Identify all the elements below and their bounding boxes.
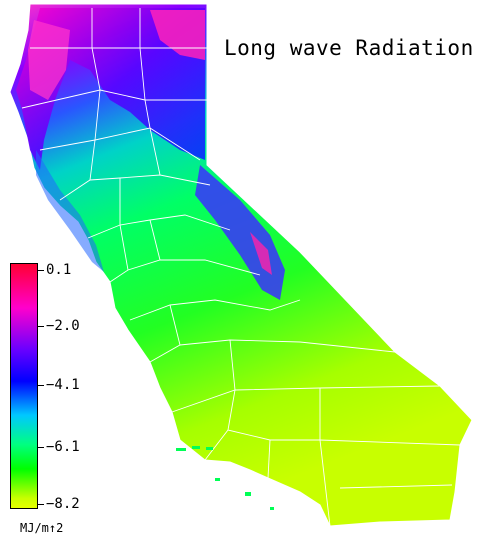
legend-label-max: 0.1: [46, 262, 72, 278]
legend-tick: [38, 270, 44, 271]
channel-islands: [176, 446, 274, 510]
coast-peak-region: [28, 20, 70, 100]
legend-tick: [38, 385, 44, 386]
color-legend-bar: [10, 263, 38, 509]
legend-label: −4.1: [46, 377, 80, 393]
legend-label: −2.0: [46, 318, 80, 334]
legend-tick: [38, 447, 44, 448]
map-title: Long wave Radiation: [224, 36, 474, 60]
legend-label: −6.1: [46, 439, 80, 455]
legend-tick: [38, 326, 44, 327]
legend-unit: MJ/m↑2: [20, 521, 64, 535]
legend-label-min: −8.2: [46, 496, 80, 512]
county-lines: [21, 8, 461, 527]
north-peak-region: [150, 10, 205, 60]
sierra-peak-region: [250, 232, 272, 275]
state-outline: [9, 3, 473, 527]
coastal-band: [36, 150, 104, 272]
legend-tick: [38, 504, 44, 505]
